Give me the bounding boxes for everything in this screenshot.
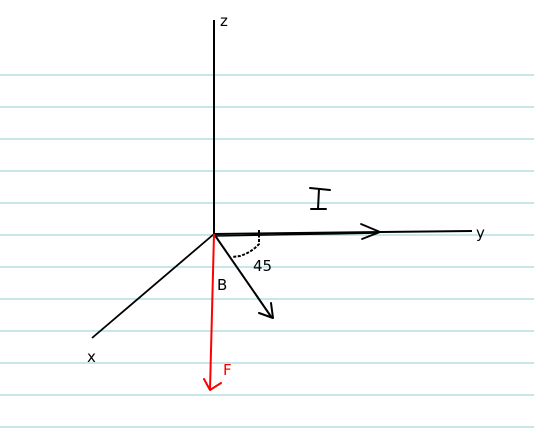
b-field-arrowhead bbox=[258, 302, 274, 319]
force-vector bbox=[209, 233, 215, 391]
y-axis-line bbox=[213, 230, 473, 235]
y-axis-label: y bbox=[476, 224, 485, 242]
force-label: F bbox=[223, 361, 232, 379]
b-field-vector bbox=[213, 233, 273, 319]
ruled-lines bbox=[0, 74, 534, 428]
y-axis-second-stroke bbox=[213, 232, 379, 237]
b-field-label: B bbox=[217, 276, 228, 294]
force-arrowhead bbox=[203, 378, 222, 391]
current-symbol-i bbox=[309, 187, 331, 210]
angle-label: 45 bbox=[253, 257, 273, 275]
z-axis-label: z bbox=[220, 12, 228, 30]
x-axis-line bbox=[91, 233, 215, 339]
angle-arc bbox=[231, 230, 260, 258]
current-arrowhead bbox=[360, 223, 381, 240]
x-axis-label: x bbox=[87, 348, 96, 366]
